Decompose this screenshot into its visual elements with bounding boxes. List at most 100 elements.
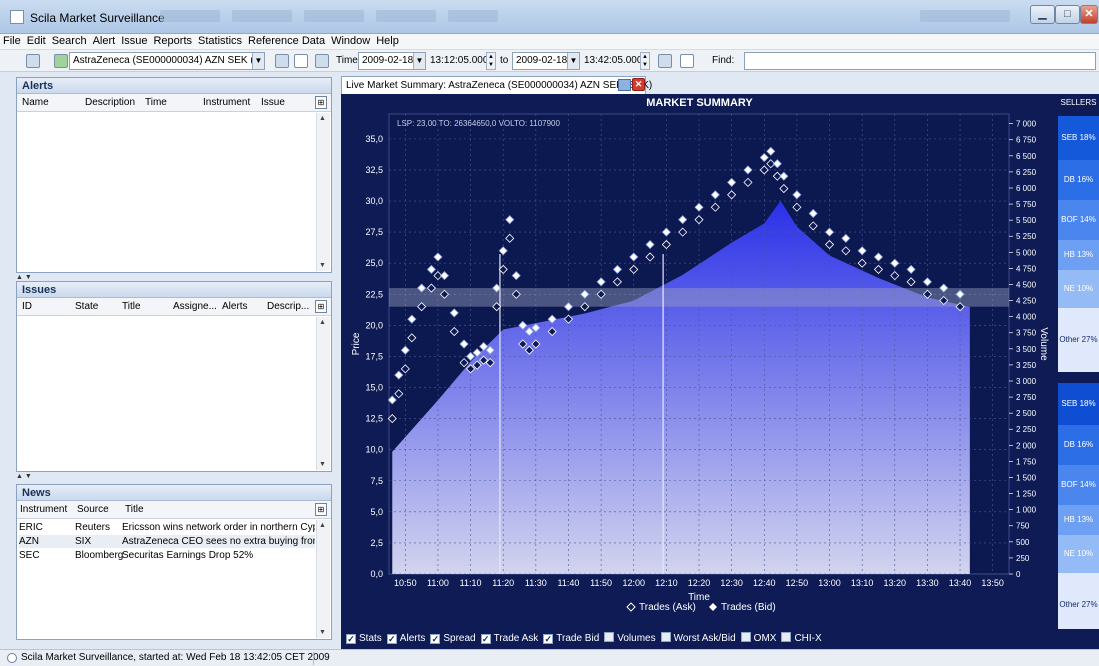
- maximize-button[interactable]: □: [1055, 5, 1080, 24]
- find-input[interactable]: [744, 52, 1096, 70]
- checkbox-box[interactable]: ✓: [480, 634, 491, 644]
- detach-window-icon[interactable]: [618, 79, 631, 91]
- menu-file[interactable]: File: [3, 35, 21, 47]
- trade-ask-marker: [518, 320, 528, 330]
- close-button[interactable]: ✕: [1080, 5, 1098, 24]
- date-to-field[interactable]: 2009-02-18 ▼: [512, 52, 580, 70]
- trade-bid-marker: [906, 277, 916, 287]
- column-chooser-icon[interactable]: ⊞: [315, 96, 327, 109]
- menu-edit[interactable]: Edit: [26, 35, 46, 47]
- column-chooser-icon[interactable]: ⊞: [315, 300, 327, 313]
- splitter[interactable]: ▲ ▼: [16, 274, 32, 281]
- checkbox-box[interactable]: ✓: [543, 634, 554, 644]
- issues-col-title[interactable]: Title: [122, 301, 141, 312]
- scroll-down-icon[interactable]: ▼: [319, 262, 326, 269]
- checkbox-box[interactable]: [604, 632, 615, 642]
- menu-help[interactable]: Help: [376, 35, 399, 47]
- alerts-col-time[interactable]: Time: [145, 97, 167, 108]
- minimize-button[interactable]: ▁: [1030, 5, 1055, 24]
- status-icon: [7, 653, 17, 663]
- menu-statistics[interactable]: Statistics: [198, 35, 243, 47]
- close-tab-icon[interactable]: ✕: [632, 78, 645, 91]
- menu-issue[interactable]: Issue: [121, 35, 148, 47]
- checkbox-box[interactable]: ✓: [346, 634, 356, 644]
- scroll-down-icon[interactable]: ▼: [319, 629, 326, 636]
- checkbox-trade-bid[interactable]: ✓ Trade Bid: [538, 633, 599, 644]
- date-from-field[interactable]: 2009-02-18 ▼: [358, 52, 426, 70]
- chart-icon[interactable]: [294, 54, 308, 68]
- checkbox-alerts[interactable]: ✓ Alerts: [382, 633, 425, 644]
- checkbox-worst-ask-bid[interactable]: Worst Ask/Bid: [656, 632, 736, 644]
- time-to-spinner[interactable]: ▲ ▼: [640, 52, 650, 70]
- scroll-down-icon[interactable]: ▼: [319, 461, 326, 468]
- news-cell-title: Securitas Earnings Drop 52%: [122, 550, 254, 561]
- checkbox-box[interactable]: [740, 632, 751, 642]
- news-col-source[interactable]: Source: [77, 504, 109, 515]
- trade-ask-marker: [511, 271, 521, 281]
- scroll-up-icon[interactable]: ▲: [319, 522, 326, 529]
- issues-col-assignee[interactable]: Assigne...: [173, 301, 217, 312]
- x-tick-label: 12:30: [720, 578, 743, 588]
- y2-tick-label: 2 000: [1016, 441, 1037, 450]
- document-tab[interactable]: Live Market Summary: AstraZeneca (SE0000…: [341, 76, 652, 94]
- column-chooser-icon[interactable]: ⊞: [315, 503, 327, 516]
- x-tick-label: 13:00: [818, 578, 841, 588]
- trade-ask-marker: [492, 283, 502, 293]
- menu-reference-data[interactable]: Reference Data: [248, 35, 326, 47]
- table-icon[interactable]: [658, 54, 672, 68]
- grid-icon[interactable]: [315, 54, 329, 68]
- refresh-icon[interactable]: [54, 54, 68, 68]
- checkbox-chi-x[interactable]: CHI-X: [776, 632, 822, 644]
- checkbox-omx[interactable]: OMX: [736, 632, 776, 644]
- y2-tick-label: 3 750: [1016, 329, 1037, 338]
- issues-col-id[interactable]: ID: [22, 301, 32, 312]
- participant-share-cell: HB 13%: [1058, 240, 1099, 270]
- checkbox-trade-ask[interactable]: ✓ Trade Ask: [476, 633, 538, 644]
- table-row[interactable]: AZN SIX AstraZeneca CEO sees no extra bu…: [19, 535, 315, 548]
- alerts-col-issue[interactable]: Issue: [261, 97, 285, 108]
- table-row[interactable]: SEC Bloomberg Securitas Earnings Drop 52…: [19, 549, 315, 562]
- issues-col-description[interactable]: Descrip...: [267, 301, 310, 312]
- table-icon[interactable]: [275, 54, 289, 68]
- menu-search[interactable]: Search: [51, 35, 87, 47]
- trade-ask-marker: [922, 277, 932, 287]
- news-col-instrument[interactable]: Instrument: [20, 504, 68, 515]
- chart-icon[interactable]: [680, 54, 694, 68]
- open-icon[interactable]: [26, 54, 40, 68]
- checkbox-label: Worst Ask/Bid: [673, 633, 736, 644]
- time-from-spinner[interactable]: ▲ ▼: [486, 52, 496, 70]
- issues-scrollbar[interactable]: ▲ ▼: [316, 317, 330, 470]
- alerts-col-name[interactable]: Name: [22, 97, 49, 108]
- checkbox-box[interactable]: [660, 632, 671, 642]
- x-tick-label: 11:40: [558, 578, 580, 588]
- trade-ask-marker: [645, 239, 655, 250]
- time-to-value[interactable]: 13:42:05.000: [584, 55, 643, 66]
- checkbox-spread[interactable]: ✓ Spread: [425, 633, 476, 644]
- time-from-value[interactable]: 13:12:05.000: [430, 55, 489, 66]
- issues-col-state[interactable]: State: [75, 301, 99, 312]
- instrument-select[interactable]: AstraZeneca (SE000000034) AZN SEK (SEK) ▼: [69, 52, 265, 70]
- issues-col-alerts[interactable]: Alerts: [222, 301, 248, 312]
- blurred-toolbar-area: [376, 10, 436, 22]
- checkbox-stats[interactable]: ✓ Stats: [341, 633, 382, 644]
- checkbox-box[interactable]: ✓: [430, 634, 441, 644]
- menu-alert[interactable]: Alert: [92, 35, 116, 47]
- checkbox-volumes[interactable]: Volumes: [599, 632, 656, 644]
- alerts-col-description[interactable]: Description: [85, 97, 136, 108]
- menu-reports[interactable]: Reports: [153, 35, 193, 47]
- trade-bid-marker: [387, 414, 397, 424]
- news-col-title[interactable]: Title: [125, 504, 144, 515]
- alerts-col-instrument[interactable]: Instrument: [203, 97, 251, 108]
- alerts-scrollbar[interactable]: ▲ ▼: [316, 113, 330, 271]
- menu-window[interactable]: Window: [331, 35, 371, 47]
- trade-ask-marker: [433, 252, 443, 262]
- table-row[interactable]: ERIC Reuters Ericsson wins network order…: [19, 521, 315, 534]
- news-scrollbar[interactable]: ▲ ▼: [316, 520, 330, 638]
- scroll-up-icon[interactable]: ▲: [319, 115, 326, 122]
- splitter[interactable]: ▲ ▼: [16, 473, 32, 480]
- trade-ask-marker: [426, 264, 436, 274]
- checkbox-box[interactable]: [781, 632, 792, 642]
- title-bar: Scila Market Surveillance ▁ □ ✕: [0, 0, 1099, 34]
- scroll-up-icon[interactable]: ▲: [319, 319, 326, 326]
- checkbox-box[interactable]: ✓: [386, 634, 397, 644]
